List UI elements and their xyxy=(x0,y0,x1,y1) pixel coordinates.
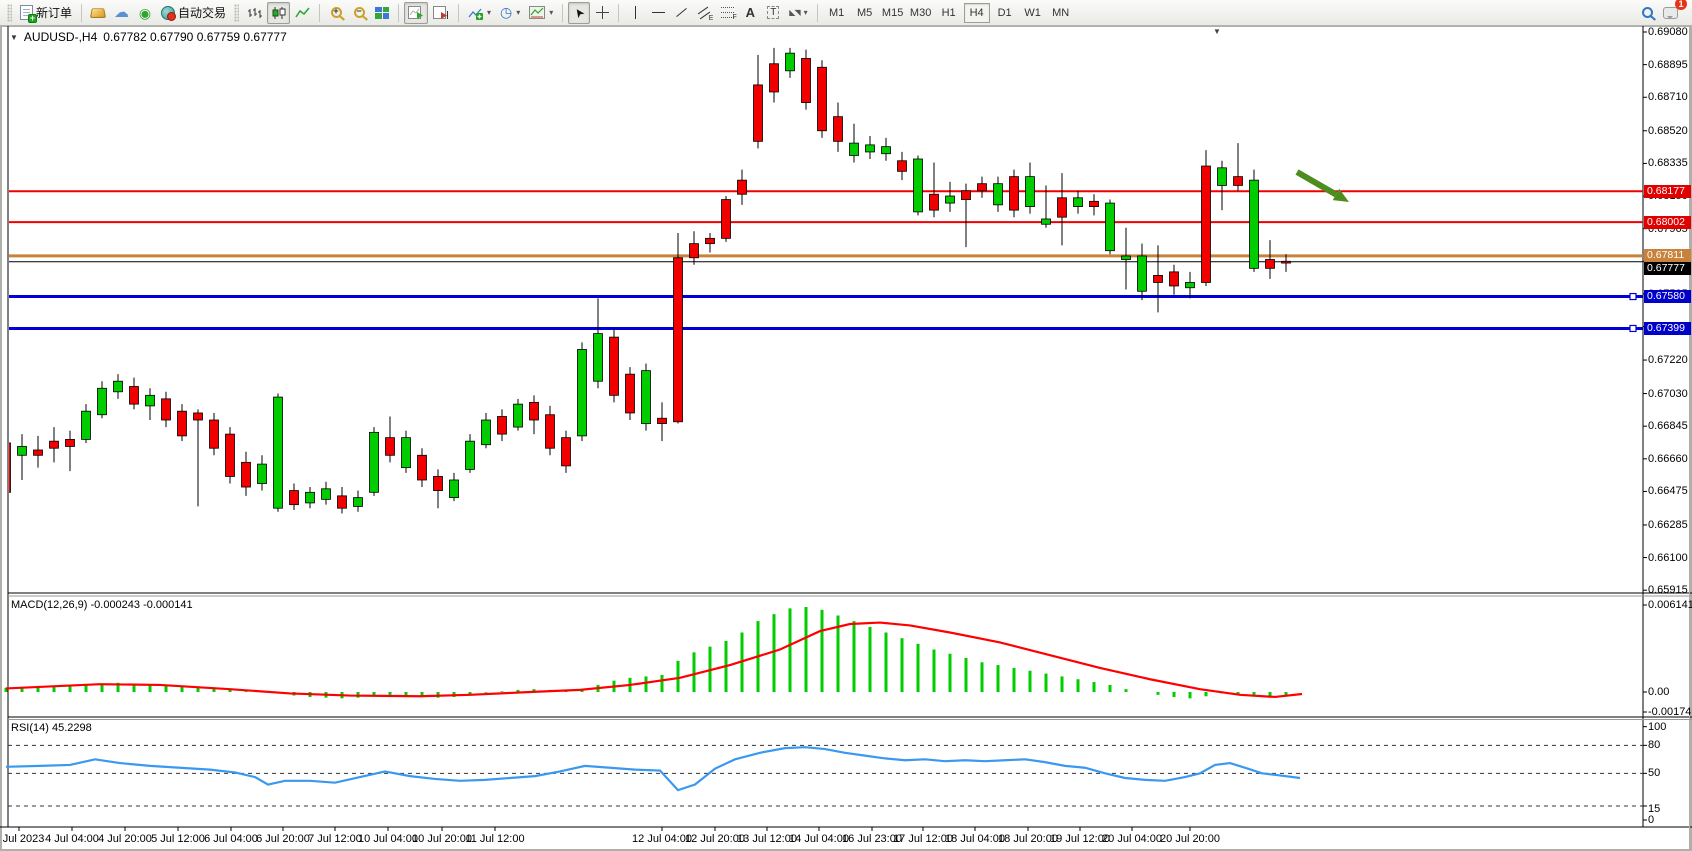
search-button[interactable] xyxy=(1636,2,1658,24)
horizontal-line-icon xyxy=(651,12,665,13)
timeframe-group: M1 M5 M15 M30 H1 H4 D1 W1 MN xyxy=(823,1,1075,25)
signal-icon: ◉ xyxy=(138,4,152,21)
arrows-icon: ◣◥ xyxy=(789,8,800,17)
text-icon: A xyxy=(745,5,755,20)
bar-chart-icon xyxy=(248,7,263,18)
timeframe-m5-button[interactable]: M5 xyxy=(856,6,873,19)
timeframe-h4-button[interactable]: H4 xyxy=(963,2,990,23)
crosshair-icon xyxy=(595,6,609,19)
tile-windows-icon xyxy=(375,6,390,19)
timeframe-d1-button[interactable]: D1 xyxy=(997,6,1012,19)
chart-title: ▼ AUDUSD-,H4 0.67782 0.67790 0.67759 0.6… xyxy=(10,30,287,44)
auto-scroll-icon xyxy=(408,6,424,19)
chart-ohlc-quotes: 0.67782 0.67790 0.67759 0.67777 xyxy=(103,30,287,44)
new-order-button[interactable]: + 新订单 xyxy=(16,2,76,24)
line-chart-button[interactable] xyxy=(291,2,314,24)
new-order-icon: + xyxy=(20,5,37,23)
timeframe-h1-button[interactable]: H1 xyxy=(941,6,956,19)
chart-collapse-icon[interactable]: ▼ xyxy=(10,32,18,42)
timeframe-mn-button[interactable]: MN xyxy=(1052,6,1070,19)
gold-box-icon xyxy=(89,8,107,19)
timeframe-w1-button[interactable]: W1 xyxy=(1024,6,1041,19)
chart-shift-button[interactable] xyxy=(429,2,453,24)
timeframe-m30-button[interactable]: M30 xyxy=(909,6,932,19)
cursor-button[interactable]: ➤ xyxy=(568,1,591,24)
templates-button[interactable]: ▾ xyxy=(525,2,557,24)
auto-trading-button[interactable]: 自动交易 xyxy=(157,2,230,24)
trendline-icon xyxy=(675,7,687,18)
auto-scroll-button[interactable] xyxy=(404,1,429,24)
cloud-icon: ☁ xyxy=(114,3,130,21)
signals-button[interactable]: ◉ xyxy=(134,2,156,24)
clock-icon: ◷ xyxy=(500,4,513,20)
macd-label: MACD(12,26,9) -0.000243 -0.000141 xyxy=(11,599,193,611)
timeframe-m15-button[interactable]: M15 xyxy=(881,6,904,19)
chart-symbol-timeframe: AUDUSD-,H4 xyxy=(23,30,98,44)
tile-windows-button[interactable] xyxy=(371,2,393,24)
indicators-icon xyxy=(468,8,484,20)
toolbar-grip[interactable] xyxy=(7,3,12,22)
macd-name: MACD(12,26,9) xyxy=(11,599,88,611)
chat-icon xyxy=(1663,6,1678,19)
bar-chart-button[interactable] xyxy=(243,2,266,24)
text-label-icon: T xyxy=(767,6,780,19)
candlestick-icon xyxy=(272,6,286,19)
notification-badge: 1 xyxy=(1675,0,1687,10)
channel-button[interactable]: E xyxy=(693,2,715,24)
trendline-button[interactable] xyxy=(670,2,692,24)
candlestick-chart-button[interactable] xyxy=(267,1,291,24)
rsi-name: RSI(14) xyxy=(11,722,49,734)
globe-icon xyxy=(161,5,177,21)
auto-trading-label: 自动交易 xyxy=(178,6,227,20)
chat-button[interactable]: 1 xyxy=(1659,0,1687,24)
fibonacci-button[interactable]: F xyxy=(716,2,738,24)
market-depth-button[interactable] xyxy=(87,2,109,24)
new-order-label: 新订单 xyxy=(36,6,73,20)
fibonacci-icon: F xyxy=(720,7,737,21)
text-button[interactable]: A xyxy=(739,2,761,24)
zoom-in-button[interactable]: + xyxy=(325,2,347,24)
templates-icon xyxy=(529,6,546,19)
macd-values: -0.000243 -0.000141 xyxy=(90,599,193,611)
vertical-line-icon xyxy=(634,6,636,19)
zoom-in-icon: + xyxy=(330,6,342,18)
chart-window xyxy=(0,27,1692,851)
crosshair-button[interactable] xyxy=(591,2,613,24)
zoom-out-button[interactable]: − xyxy=(348,2,370,24)
indicators-button[interactable]: ▾ xyxy=(464,2,495,24)
rsi-value: 45.2298 xyxy=(51,722,92,734)
arrows-button[interactable]: ◣◥ ▾ xyxy=(789,8,808,17)
search-icon xyxy=(1641,7,1653,18)
rsi-label: RSI(14) 45.2298 xyxy=(11,722,92,734)
zoom-out-icon: − xyxy=(353,6,365,18)
cursor-icon: ➤ xyxy=(570,4,588,21)
periods-button[interactable]: ◷ ▾ xyxy=(500,4,521,20)
vertical-line-button[interactable] xyxy=(624,2,646,24)
main-toolbar: + 新订单 ☁ ◉ 自动交易 + − ▾ xyxy=(0,0,1692,26)
timeframe-m1-button[interactable]: M1 xyxy=(828,6,845,19)
horizontal-line-button[interactable] xyxy=(647,2,669,24)
channel-icon: E xyxy=(697,7,714,22)
chart-shift-icon xyxy=(433,6,449,19)
line-chart-icon xyxy=(295,7,310,17)
mql-community-button[interactable]: ☁ xyxy=(110,2,133,24)
text-label-button[interactable]: T xyxy=(762,2,784,24)
